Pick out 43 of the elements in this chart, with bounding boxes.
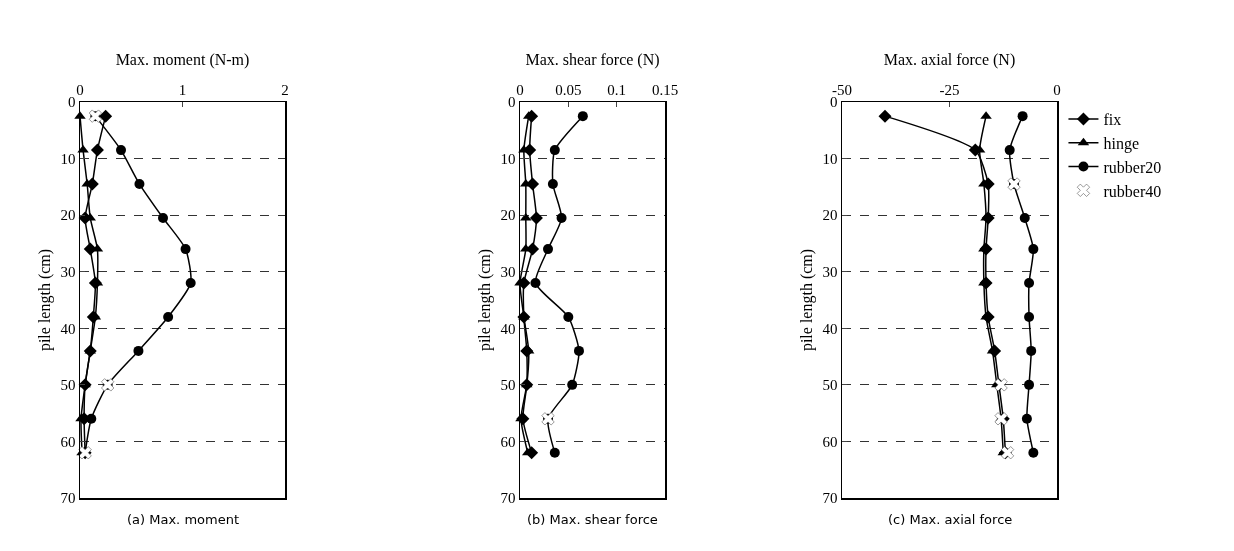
x-tick-label: 1 bbox=[178, 81, 187, 98]
y-axis-title: pile length (cm) bbox=[35, 248, 54, 352]
y-tick-label: 10 bbox=[822, 150, 838, 167]
legend-label: fix bbox=[1103, 111, 1122, 129]
x-axis-title: Max. moment (N-m) bbox=[115, 50, 250, 69]
x-tick-label: 2 bbox=[281, 81, 289, 98]
text: (b) Max. shear force bbox=[527, 512, 658, 527]
y-tick-label: 30 bbox=[500, 263, 516, 280]
legend-label: rubber40 bbox=[1103, 182, 1162, 200]
y-tick-label: 40 bbox=[60, 320, 76, 337]
y-tick-label: 0 bbox=[508, 94, 516, 111]
y-axis-title: pile length (cm) bbox=[475, 248, 494, 352]
y-axis-title: pile length (cm) bbox=[797, 248, 816, 352]
y-tick-label: 60 bbox=[500, 433, 516, 450]
y-tick-label: 20 bbox=[500, 207, 516, 224]
legend-label: hinge bbox=[1103, 134, 1139, 153]
y-tick-label: 40 bbox=[500, 320, 516, 337]
x-tick-label: 0.15 bbox=[651, 81, 679, 98]
y-tick-label: 10 bbox=[60, 150, 76, 167]
x-tick-label: 0 bbox=[1053, 81, 1061, 98]
y-tick-label: 20 bbox=[60, 207, 76, 224]
y-tick-label: 70 bbox=[822, 490, 838, 507]
text: (a) Max. moment bbox=[127, 512, 239, 527]
y-tick-label: 70 bbox=[60, 490, 76, 507]
y-tick-label: 70 bbox=[500, 490, 516, 507]
y-tick-label: 10 bbox=[500, 150, 516, 167]
y-tick-label: 50 bbox=[60, 377, 76, 394]
x-tick-label: -25 bbox=[939, 81, 960, 98]
legend-label: rubber20 bbox=[1103, 158, 1162, 176]
y-tick-label: 30 bbox=[822, 263, 838, 280]
y-tick-label: 20 bbox=[822, 207, 838, 224]
x-axis-title: Max. shear force (N) bbox=[525, 50, 660, 69]
y-tick-label: 0 bbox=[68, 94, 76, 111]
y-tick-label: 30 bbox=[60, 263, 76, 280]
y-tick-label: 50 bbox=[500, 377, 516, 394]
x-tick-label: 0.1 bbox=[607, 81, 627, 98]
y-tick-label: 50 bbox=[822, 377, 838, 394]
text: (c) Max. axial force bbox=[888, 512, 1013, 527]
y-tick-label: 60 bbox=[822, 433, 838, 450]
y-tick-label: 40 bbox=[822, 320, 838, 337]
x-axis-title: Max. axial force (N) bbox=[883, 50, 1016, 69]
y-tick-label: 60 bbox=[60, 433, 76, 450]
x-tick-label: 0.05 bbox=[555, 81, 582, 98]
